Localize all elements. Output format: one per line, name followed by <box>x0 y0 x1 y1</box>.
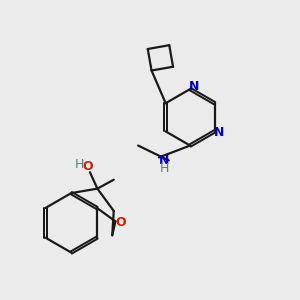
Text: N: N <box>159 154 169 167</box>
Text: H: H <box>159 162 169 175</box>
Text: N: N <box>214 126 224 140</box>
Text: H: H <box>75 158 84 171</box>
Text: O: O <box>83 160 94 173</box>
Text: N: N <box>189 80 200 93</box>
Text: O: O <box>116 216 126 229</box>
